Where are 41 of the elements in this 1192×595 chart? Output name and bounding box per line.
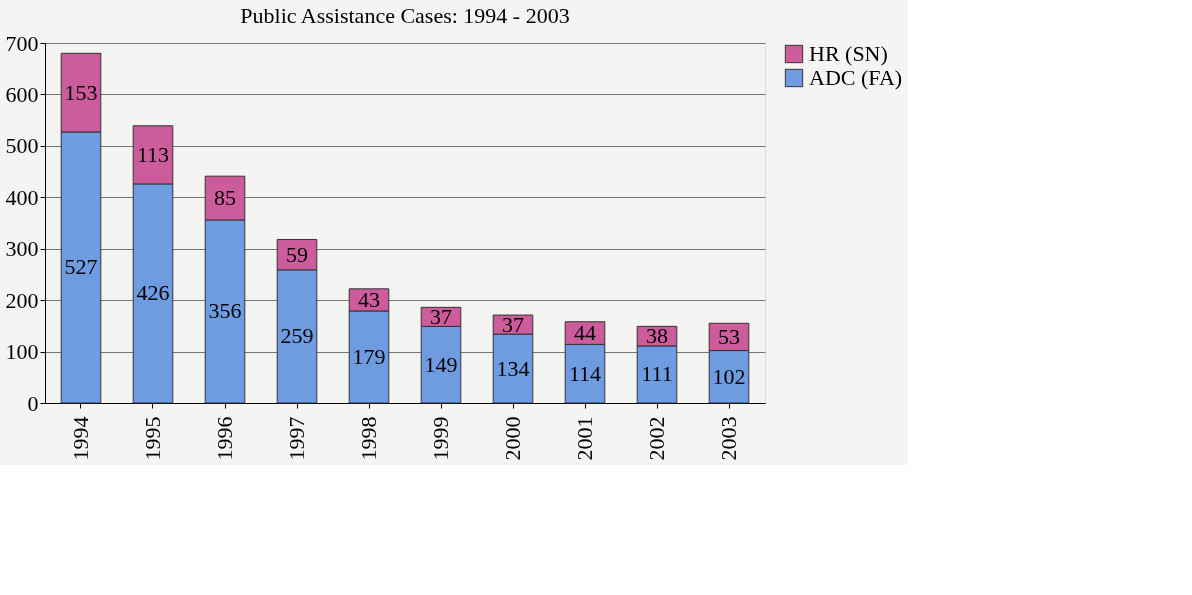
legend-label: HR (SN) <box>809 41 888 66</box>
legend-label: ADC (FA) <box>809 65 903 90</box>
data-label: 113 <box>136 141 170 167</box>
data-label: 114 <box>568 360 602 386</box>
data-label: 44 <box>574 320 596 346</box>
data-label: 527 <box>64 254 98 280</box>
chart-title: Public Assistance Cases: 1994 - 2003 <box>240 3 570 28</box>
data-label: 37 <box>430 303 452 329</box>
data-label: 38 <box>646 323 668 349</box>
x-tick-label: 2002 <box>644 416 669 461</box>
data-label: 43 <box>358 286 380 312</box>
x-tick-label: 1994 <box>68 416 93 461</box>
x-tick-label: 2003 <box>716 416 741 461</box>
x-tick-label: 1999 <box>428 416 453 461</box>
x-tick-label: 1996 <box>212 416 237 461</box>
data-label: 426 <box>136 280 170 306</box>
data-label: 149 <box>424 351 458 377</box>
data-label: 85 <box>214 185 236 211</box>
x-tick-label: 2000 <box>500 416 525 461</box>
data-label: 59 <box>286 241 308 267</box>
y-tick-label: 300 <box>5 236 39 262</box>
data-label: 356 <box>208 298 242 324</box>
y-tick-label: 200 <box>5 287 39 313</box>
data-label: 153 <box>64 79 98 105</box>
y-tick-label: 400 <box>5 184 39 210</box>
data-label: 53 <box>718 323 740 349</box>
data-label: 179 <box>352 343 386 369</box>
y-tick-label: 700 <box>5 30 39 56</box>
data-label: 37 <box>502 311 524 337</box>
y-tick-label: 100 <box>5 339 39 365</box>
x-tick-label: 1997 <box>284 416 309 461</box>
data-label: 259 <box>280 323 314 349</box>
x-tick-label: 1995 <box>140 416 165 461</box>
data-label: 102 <box>712 363 746 389</box>
x-tick-label: 1998 <box>356 416 381 461</box>
y-tick-label: 600 <box>5 81 39 107</box>
y-tick-label: 500 <box>5 133 39 159</box>
data-label: 134 <box>496 355 530 381</box>
data-label: 111 <box>641 361 673 387</box>
y-tick-label: 0 <box>27 390 39 416</box>
x-tick-label: 2001 <box>572 416 597 461</box>
